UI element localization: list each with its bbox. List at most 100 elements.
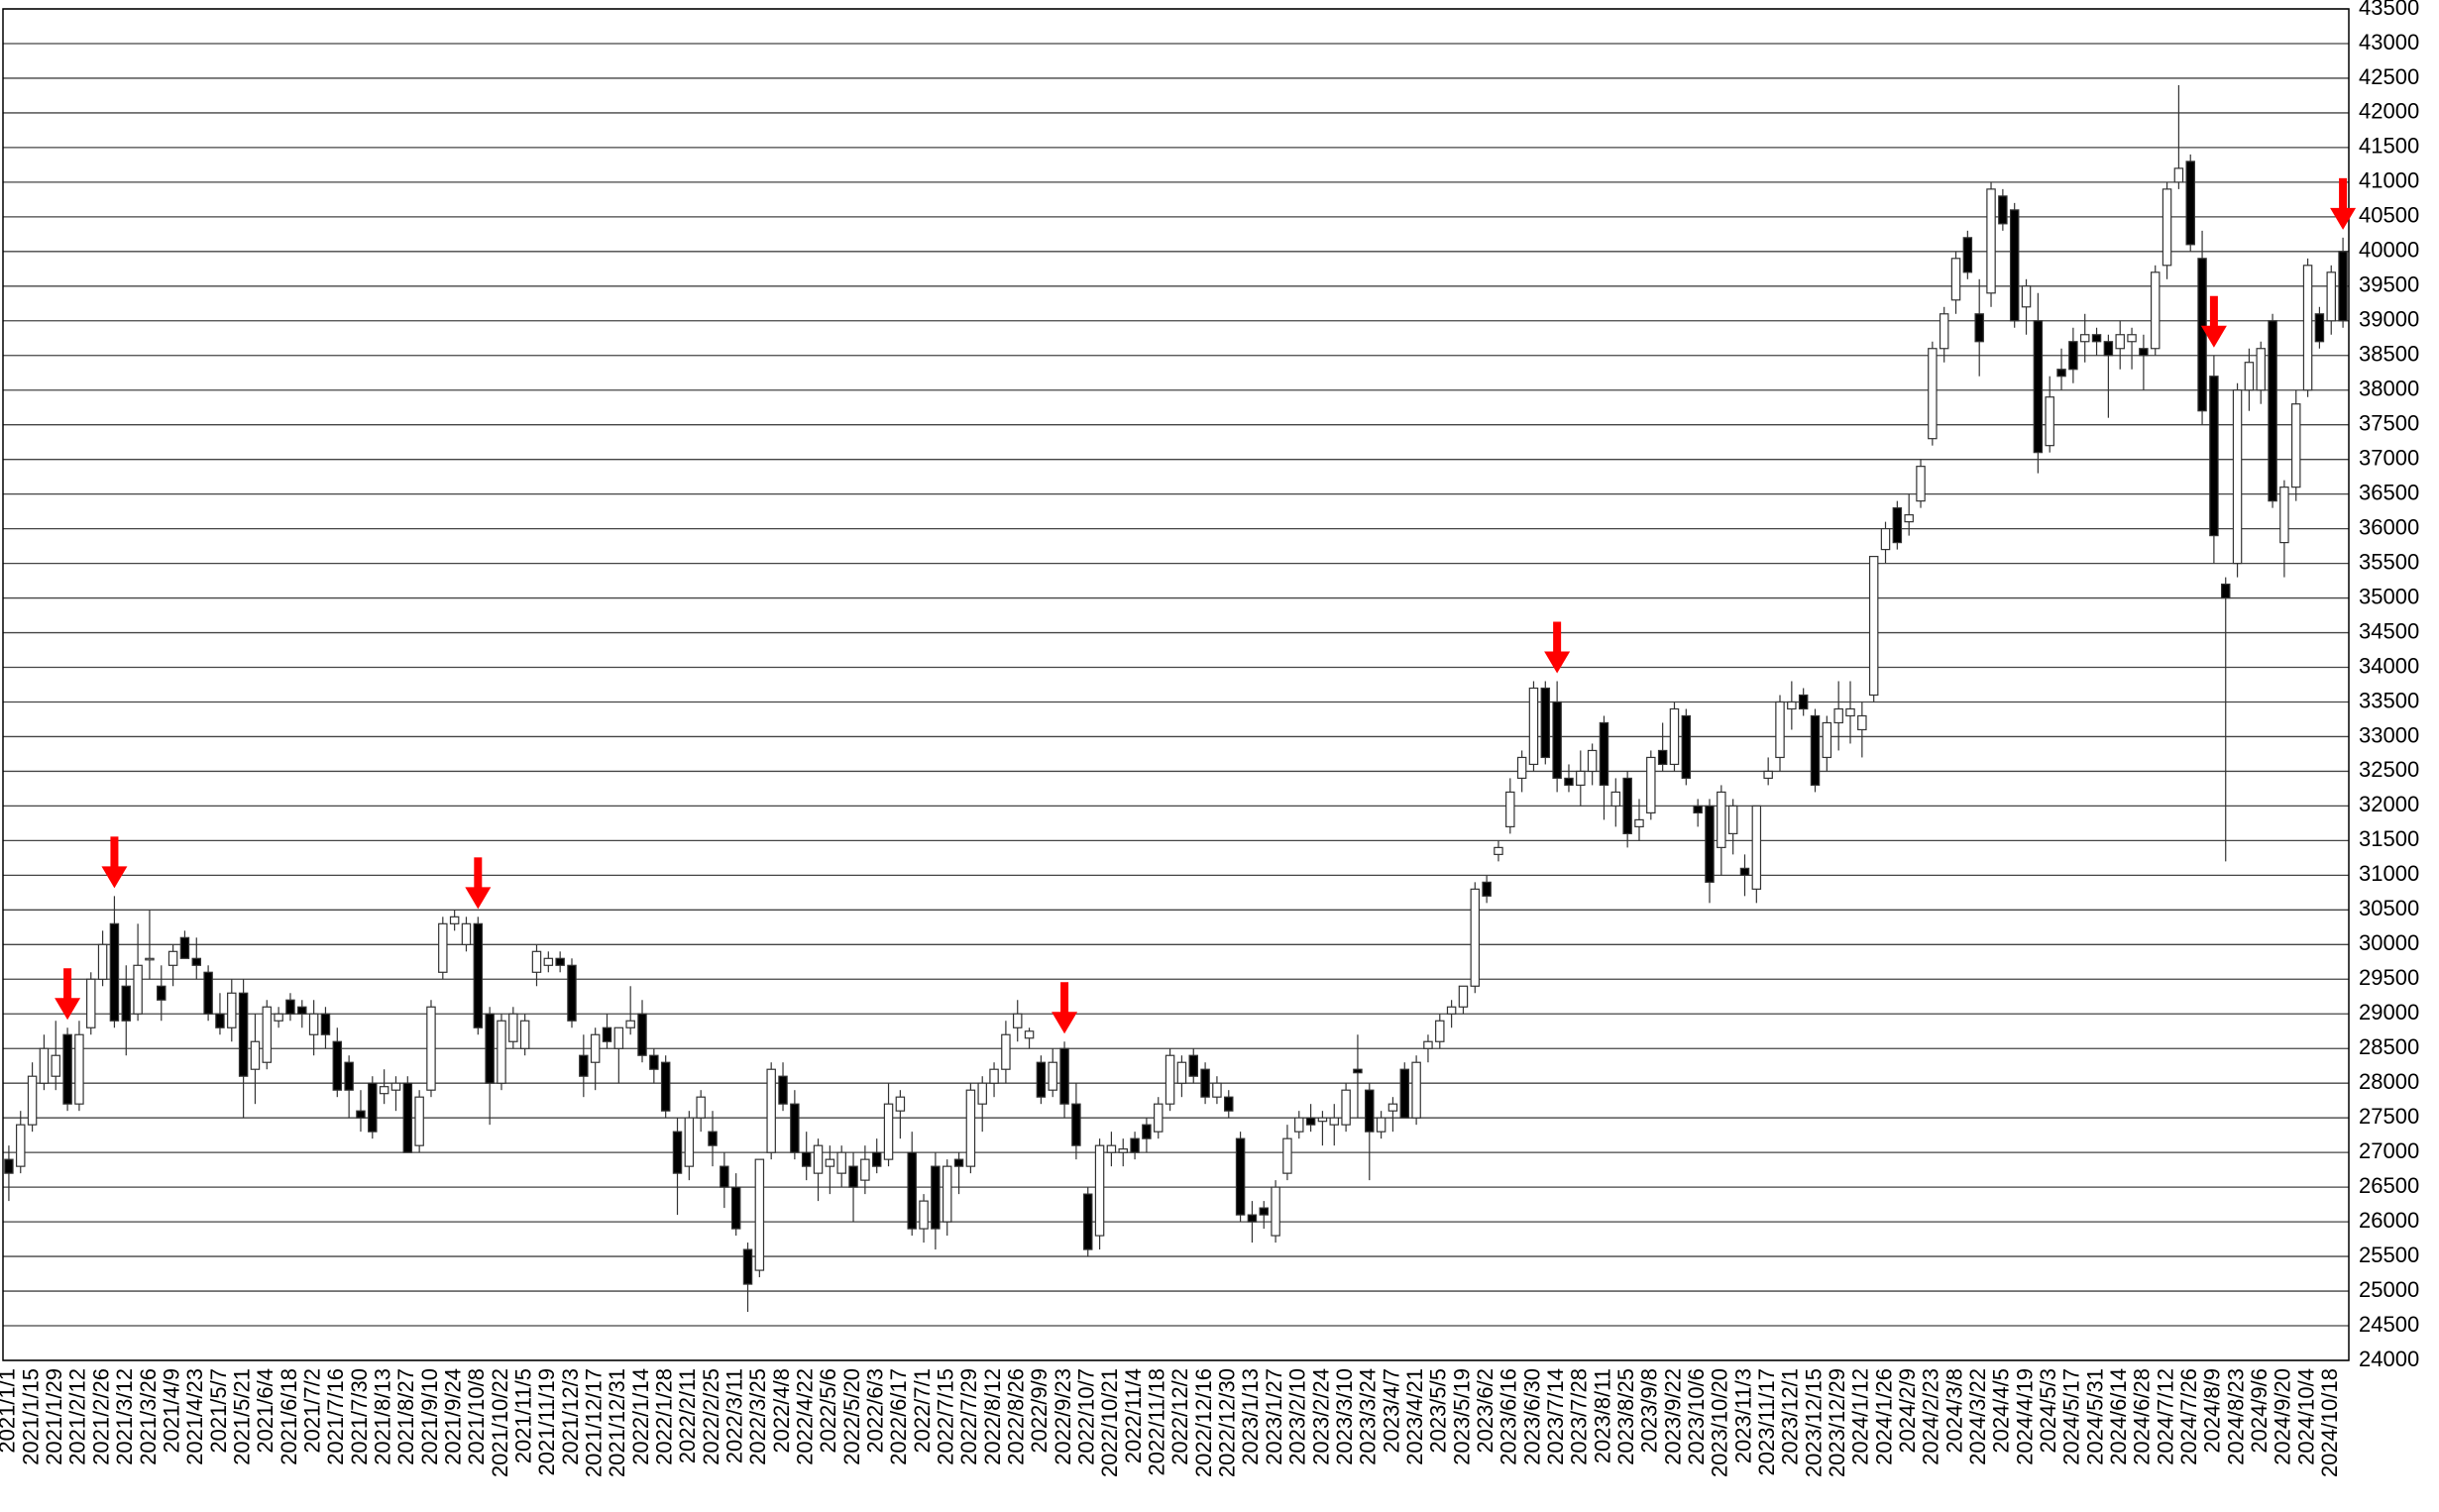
y-tick-label: 34500 [2359,618,2419,643]
y-tick-label: 38500 [2359,342,2419,367]
candle-body [2045,396,2054,447]
arrow-shaft [1060,982,1069,1015]
candle-body [519,1020,530,1049]
candle-body [1564,777,1574,787]
candle-body [2139,348,2149,357]
candle-body [2150,271,2161,350]
x-tick-label: 2022/11/4 [1121,1368,1146,1463]
x-tick-label: 2022/12/2 [1167,1368,1192,1465]
candle-body [1106,1144,1117,1153]
candle-body [531,950,542,973]
candle-body [1916,466,1926,502]
x-tick-label: 2022/10/7 [1074,1368,1099,1465]
y-tick-label: 29000 [2359,1000,2419,1025]
candle-body [2021,285,2032,308]
x-tick-label: 2023/11/17 [1754,1368,1779,1475]
candle-body [1458,985,1469,1008]
candle-body [1317,1117,1328,1123]
arrow-shaft [110,836,119,869]
candle-body [766,1068,776,1153]
candle-body [848,1165,858,1188]
candle-body [1998,195,2008,225]
x-tick-label: 2021/2/12 [65,1368,90,1465]
candle-body [1693,805,1703,814]
y-tick-label: 38000 [2359,377,2419,401]
candle-body [1224,1096,1234,1112]
candle-body [2338,251,2348,322]
candle-body [2256,348,2266,391]
candle-body [97,943,108,980]
candle-body [1763,770,1773,780]
candle-body [1470,888,1481,987]
candle-body [649,1054,659,1070]
signal-arrow [2200,295,2227,348]
arrow-head [55,998,81,1021]
candle-body [426,1006,436,1091]
y-tick-label: 39500 [2359,272,2419,297]
candle-body [1822,721,1832,759]
candle-body [895,1096,906,1112]
candle-body [1880,528,1891,551]
x-tick-label: 2023/8/11 [1590,1368,1614,1463]
y-tick-label: 34000 [2359,653,2419,678]
candle-body [1739,867,1750,876]
candle-body [590,1033,601,1063]
candle-body [1305,1117,1316,1126]
x-tick-label: 2022/8/12 [980,1368,1005,1465]
candle-body [2162,188,2172,267]
candle-body [27,1075,38,1126]
x-tick-label: 2021/8/27 [393,1368,418,1465]
candle-body [1787,701,1797,710]
x-tick-label: 2023/5/19 [1449,1368,1474,1465]
candle-body [1435,1020,1445,1042]
candle-body [1552,701,1562,780]
x-tick-label: 2024/1/26 [1871,1368,1896,1465]
candle-body [696,1096,706,1119]
candle-body [1399,1068,1410,1119]
candle-body [1857,714,1867,731]
x-tick-label: 2024/2/23 [1919,1368,1943,1465]
x-tick-label: 2022/9/23 [1051,1368,1075,1465]
y-tick-label: 32000 [2359,792,2419,816]
x-tick-label: 2022/7/29 [956,1368,981,1465]
candle-body [1212,1082,1222,1098]
x-tick-label: 2021/3/12 [112,1368,137,1465]
candle-body [1986,188,1996,294]
x-tick-label: 2021/12/17 [581,1368,606,1477]
candle-body [2115,334,2125,350]
candle-body [567,964,577,1022]
x-tick-label: 2022/6/17 [886,1368,911,1465]
candle-body [2173,167,2184,183]
x-tick-label: 2024/8/23 [2223,1368,2248,1465]
x-tick-label: 2021/9/10 [417,1368,442,1465]
candle-body [485,1013,495,1084]
candle-body [1154,1103,1164,1133]
arrow-shaft [2209,295,2218,328]
x-tick-label: 2022/10/21 [1097,1368,1122,1477]
candle-body [708,1131,718,1146]
y-tick-label: 32500 [2359,757,2419,782]
candle-body [1059,1047,1069,1105]
x-tick-label: 2024/5/17 [2059,1368,2084,1465]
y-tick-label: 42500 [2359,64,2419,89]
arrow-shaft [1553,621,1562,654]
x-tick-label: 2023/3/10 [1332,1368,1357,1465]
x-tick-label: 2023/4/7 [1379,1368,1403,1454]
candle-body [989,1068,999,1084]
y-tick-label: 37000 [2359,445,2419,470]
x-tick-label: 2022/12/16 [1191,1368,1216,1477]
x-tick-label: 2022/2/25 [699,1368,723,1465]
candle-body [730,1186,741,1230]
arrow-shaft [2339,177,2348,210]
y-tick-label: 35500 [2359,549,2419,574]
arrow-shaft [474,857,483,890]
plot-frame [2,8,2350,1361]
candle-body [778,1075,788,1105]
x-tick-label: 2024/4/5 [1989,1368,2014,1454]
candle-body [1387,1103,1398,1112]
candle-body [51,1054,60,1077]
candle-body [308,1013,319,1035]
candle-body [1024,1030,1035,1039]
candle-body [449,916,460,924]
x-tick-label: 2023/2/24 [1308,1368,1333,1465]
